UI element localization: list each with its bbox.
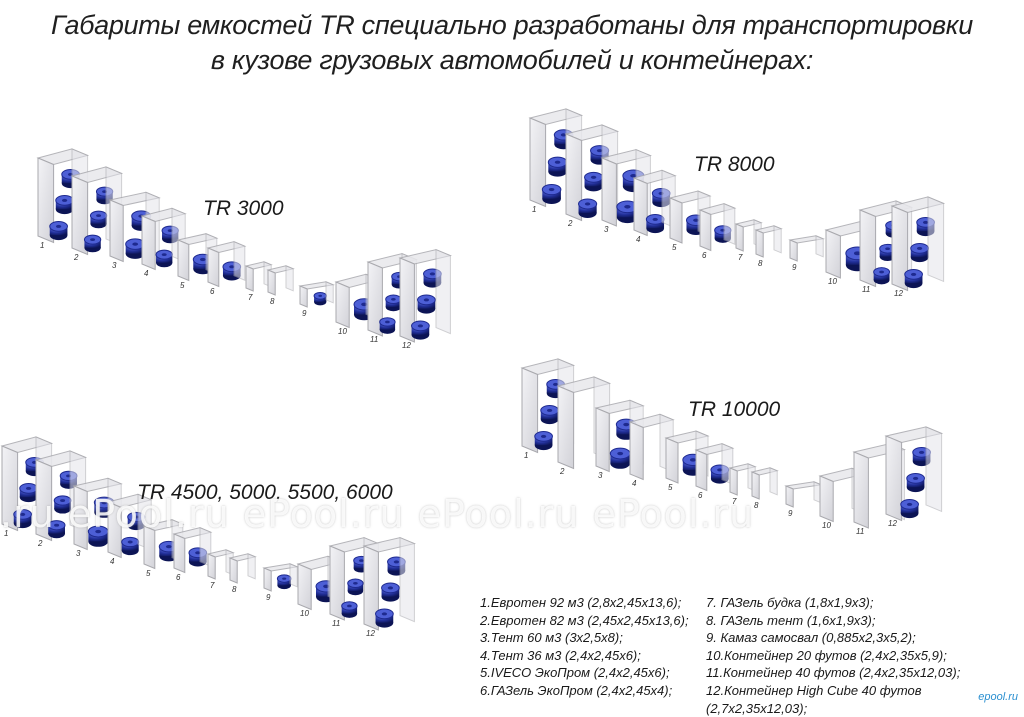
legend-item: 5.IVECO ЭкоПром (2,4x2,45x6); <box>480 665 670 681</box>
container-box: 9 <box>262 563 300 602</box>
container-number: 7 <box>210 581 215 590</box>
container-box: 8 <box>754 225 783 268</box>
watermark: .ru ePool.ru ePool.ru ePool.ru ePool.ru <box>0 492 755 536</box>
container-box: 7 <box>244 261 273 302</box>
container-number: 3 <box>604 225 609 234</box>
container-number: 11 <box>862 285 870 294</box>
container-number: 10 <box>822 521 831 530</box>
container-number: 6 <box>176 573 181 582</box>
container-number: 6 <box>210 287 215 296</box>
container-number: 6 <box>702 251 707 260</box>
container-box: 12 <box>884 426 944 528</box>
container-number: 10 <box>300 609 309 618</box>
legend-item: 8. ГАЗель тент (1,6x1,9x3); <box>706 612 876 628</box>
group-label-tr4500: TR 4500, 5000, 5500, 6000 <box>137 481 393 504</box>
container-number: 11 <box>370 335 378 344</box>
container-number: 9 <box>788 509 793 518</box>
container-number: 1 <box>532 205 536 214</box>
container-number: 5 <box>180 281 185 290</box>
container-number: 1 <box>40 241 44 250</box>
container-box: 1 <box>520 358 576 460</box>
container-number: 2 <box>73 253 79 262</box>
container-box: 4 <box>106 493 153 566</box>
container-box: 7 <box>206 549 235 590</box>
container-number: 10 <box>828 277 837 286</box>
container-number: 5 <box>672 243 677 252</box>
container-number: 5 <box>668 483 673 492</box>
legend-item: 6.ГАЗель ЭкоПром (2,4x2,45x4); <box>480 682 673 698</box>
container-box: 6 <box>172 526 213 582</box>
legend-item: 9. Камаз самосвал (0,885x2,3x5,2); <box>706 630 916 646</box>
container-number: 12 <box>402 341 411 350</box>
container-number: 1 <box>524 451 528 460</box>
container-number: 12 <box>366 629 375 638</box>
container-box: 8 <box>228 553 257 594</box>
container-number: 8 <box>758 259 763 268</box>
legend-item: 11.Контейнер 40 футов (2,4x2,35x12,03); <box>706 665 961 681</box>
container-number: 3 <box>76 549 81 558</box>
group-label-tr3000: TR 3000 <box>203 197 284 220</box>
container-box: 9 <box>788 235 826 272</box>
container-number: 7 <box>248 293 253 302</box>
legend-item: 4.Тент 36 м3 (2,4x2,45x6); <box>480 647 641 663</box>
group-label-tr10000: TR 10000 <box>688 398 781 421</box>
container-number: 9 <box>302 309 307 318</box>
container-number: 7 <box>732 497 737 506</box>
legend-item: 1.Евротен 92 м3 (2,8x2,45x13,6); <box>480 595 682 610</box>
legend-item: 3.Тент 60 м3 (3x2,5x8); <box>480 630 623 646</box>
container-box: 6 <box>698 202 737 260</box>
container-box: 6 <box>206 240 247 296</box>
container-number: 4 <box>636 235 641 244</box>
container-number: 5 <box>146 569 151 578</box>
container-number: 4 <box>632 479 637 488</box>
container-box: 12 <box>362 536 417 638</box>
container-number: 8 <box>270 297 275 306</box>
container-box: 9 <box>298 281 336 318</box>
container-number: 9 <box>792 263 797 272</box>
container-number: 4 <box>110 557 115 566</box>
container-box: 9 <box>784 481 824 518</box>
container-number: 8 <box>754 501 759 510</box>
container-box: 12 <box>890 196 946 298</box>
brand-logo: epool.ru <box>978 691 1018 703</box>
container-number: 11 <box>856 527 864 536</box>
container-box: 4 <box>632 169 677 244</box>
page-title: Габариты емкостей TR специально разработ… <box>0 8 1024 78</box>
container-box: 5 <box>142 518 185 578</box>
legend-item: 10.Контейнер 20 футов (2,4x2,35x5,9); <box>706 647 947 663</box>
container-box: 8 <box>266 265 295 306</box>
container-box: 8 <box>750 467 779 510</box>
container-number: 6 <box>698 491 703 500</box>
container-number: 2 <box>559 467 565 476</box>
container-number: 8 <box>232 585 237 594</box>
title-line-1: Габариты емкостей TR специально разработ… <box>51 10 973 40</box>
container-number: 10 <box>338 327 347 336</box>
legend-item: 7. ГАЗель будка (1,8x1,9x3); <box>706 595 874 610</box>
container-number: 4 <box>144 269 149 278</box>
container-number: 1 <box>4 529 8 538</box>
container-number: 11 <box>332 619 340 628</box>
container-number: 7 <box>738 253 743 262</box>
container-number: 3 <box>112 261 117 270</box>
legend-item: 12.Контейнер High Cube 40 футов (2,7x2,3… <box>706 682 922 716</box>
container-number: 2 <box>37 539 43 548</box>
title-line-2: в кузове грузовых автомобилей и контейне… <box>210 45 814 75</box>
container-box: 4 <box>140 207 187 278</box>
legend-left: 1.Евротен 92 м3 (2,8x2,45x13,6); 2.Еврот… <box>480 594 689 700</box>
legend-item: 2.Евротен 82 м3 (2,45x2,45x13,6); <box>480 612 689 628</box>
container-number: 2 <box>567 219 573 228</box>
group-label-tr8000: TR 8000 <box>694 153 775 176</box>
container-number: 12 <box>888 519 897 528</box>
legend-right: 7. ГАЗель будка (1,8x1,9x3); 8. ГАЗель т… <box>706 594 1024 717</box>
container-box: 7 <box>728 463 757 506</box>
container-number: 12 <box>894 289 903 298</box>
container-number: 9 <box>266 593 271 602</box>
container-number: 3 <box>598 471 603 480</box>
container-box: 12 <box>398 248 453 350</box>
